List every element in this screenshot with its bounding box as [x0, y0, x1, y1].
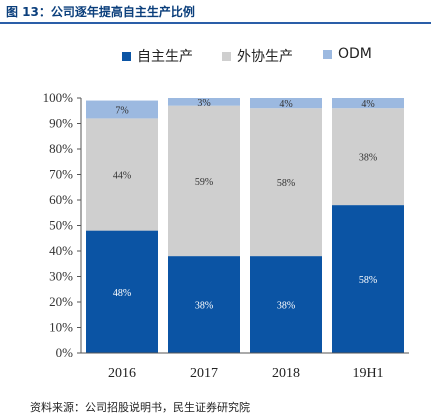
title-rule: [0, 22, 431, 24]
bar-segment: [86, 230, 158, 353]
source-note: 资料来源：公司招股说明书，民生证券研究院: [30, 401, 250, 414]
legend-label-self-production: 自主生产: [137, 49, 193, 65]
y-tick-label: 100%: [43, 90, 74, 105]
bar-segment: [250, 256, 322, 353]
legend-label-odm: ODM: [338, 46, 372, 62]
bar-data-label: 38%: [359, 153, 377, 164]
bar-segment: [168, 256, 240, 353]
legend-swatch-self-production: [122, 51, 131, 61]
y-tick-label: 30%: [49, 269, 73, 284]
legend-swatch-outsourced-production: [222, 51, 231, 61]
legend-item-self-production: 自主生产: [122, 46, 193, 66]
bar-data-label: 7%: [115, 105, 128, 116]
bar-segment: [332, 108, 404, 206]
y-tick-label: 20%: [49, 294, 73, 309]
bar-data-label: 38%: [277, 301, 295, 312]
legend-label-outsourced-production: 外协生产: [237, 49, 293, 65]
x-tick-label: 2016: [108, 366, 136, 381]
bar-data-label: 3%: [197, 98, 210, 109]
y-tick-label: 60%: [49, 192, 73, 207]
bar-segment: [332, 205, 404, 353]
bar-data-label: 48%: [113, 288, 131, 299]
chart-legend: 自主生产 外协生产 ODM: [0, 46, 431, 66]
y-tick-label: 50%: [49, 218, 73, 233]
x-tick-label: 2018: [272, 366, 300, 381]
bar-segment: [250, 108, 322, 257]
bar-segment: [168, 105, 240, 257]
bar-data-label: 4%: [361, 99, 374, 110]
y-tick-label: 10%: [49, 320, 73, 335]
x-tick-label: 2017: [190, 366, 218, 381]
bar-data-label: 59%: [195, 177, 213, 188]
y-tick-label: 90%: [49, 116, 73, 131]
x-tick-label: 19H1: [352, 366, 383, 381]
y-tick-label: 80%: [49, 141, 73, 156]
bar-data-label: 58%: [359, 275, 377, 286]
y-tick-label: 40%: [49, 243, 73, 258]
bar-segment: [168, 98, 240, 106]
y-tick-label: 70%: [49, 167, 73, 182]
bar-data-label: 58%: [277, 178, 295, 189]
legend-item-outsourced-production: 外协生产: [222, 46, 293, 66]
bar-segment: [332, 98, 404, 109]
bar-segment: [86, 100, 158, 119]
figure-title: 图 13：公司逐年提高自主生产比例: [6, 5, 195, 19]
bar-data-label: 4%: [279, 99, 292, 110]
bar-data-label: 38%: [195, 301, 213, 312]
bar-segment: [250, 98, 322, 109]
bar-data-label: 44%: [113, 171, 131, 182]
legend-item-odm: ODM: [323, 46, 372, 62]
y-tick-label: 0%: [56, 345, 74, 360]
bar-segment: [86, 118, 158, 231]
legend-swatch-odm: [323, 49, 332, 59]
